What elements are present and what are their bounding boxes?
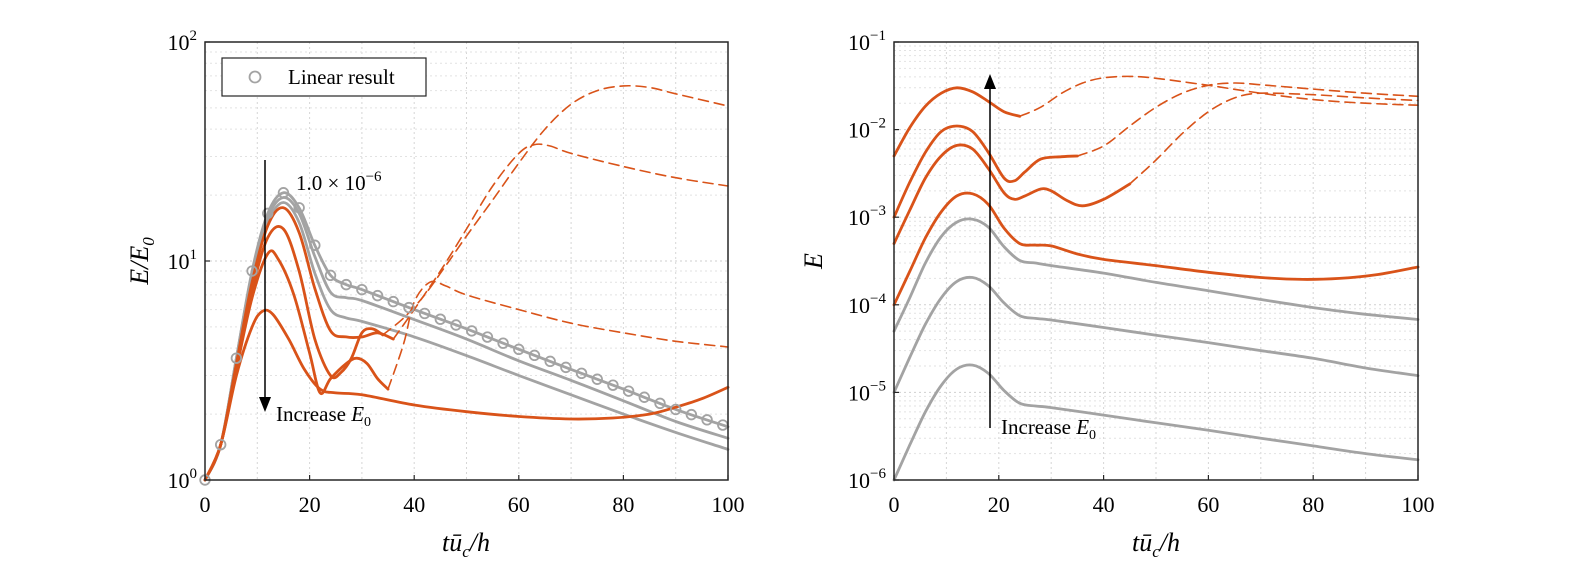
x-tick-label: 100 <box>1402 492 1435 517</box>
linear-result-marker <box>528 349 541 362</box>
x-tick-label: 20 <box>988 492 1010 517</box>
x-tick-label: 80 <box>1302 492 1324 517</box>
orange-dashed-series-line <box>1129 92 1419 185</box>
linear-result-marker <box>481 331 494 343</box>
linear-result-marker <box>262 207 274 220</box>
x-tick-label: 40 <box>403 492 425 517</box>
gray-solid-series-line <box>892 363 1420 482</box>
left-tick-labels: 0 20 40 60 80 100 100 101 102 <box>168 28 745 517</box>
linear-result-marker <box>356 283 368 296</box>
linear-result-marker <box>670 403 682 416</box>
linear-result-marker <box>340 278 352 291</box>
left-annotation-top: 1.0 × 10−6 <box>296 169 382 195</box>
right-x-axis-label: tūc/h <box>1132 528 1180 561</box>
orange-dashed-series-line <box>382 84 729 336</box>
linear-result-marker <box>560 361 572 374</box>
gray-solid-series-line <box>892 275 1420 394</box>
orange-solid-series-line <box>203 308 730 482</box>
linear-result-marker <box>450 319 462 331</box>
gray-solid-series-line <box>892 217 1420 333</box>
linear-result-marker <box>544 355 556 368</box>
left-grid <box>205 42 728 480</box>
linear-result-marker <box>214 438 227 451</box>
linear-result-marker <box>607 379 619 391</box>
right-annotation-arrow <box>984 74 996 428</box>
linear-result-marker <box>434 313 447 325</box>
legend-entry-label: Linear result <box>288 65 395 89</box>
right-annotation-increase: Increase E0 <box>1001 415 1096 443</box>
orange-dashed-series-line <box>392 143 729 340</box>
y-tick-label: 102 <box>168 28 198 55</box>
orange-solid-series-line <box>892 143 1132 245</box>
linear-result-marker <box>309 239 321 251</box>
linear-result-marker <box>246 265 258 277</box>
linear-result-marker <box>638 391 651 403</box>
x-tick-label: 60 <box>508 492 530 517</box>
left-x-axis-label: tūc/h <box>442 528 490 561</box>
orange-dashed-series-line <box>1019 75 1419 118</box>
y-tick-label: 10−5 <box>848 378 886 405</box>
linear-result-marker <box>403 301 415 314</box>
y-tick-label: 10−1 <box>848 28 886 55</box>
linear-result-marker <box>387 295 399 308</box>
x-tick-label: 0 <box>889 492 900 517</box>
y-tick-label: 10−2 <box>848 116 886 143</box>
right-axes-frame <box>893 41 1419 481</box>
y-tick-label: 10−4 <box>848 291 886 318</box>
left-annotation-arrow <box>259 160 271 412</box>
right-chart-panel: 0 20 40 60 80 100 10−6 10−5 10−4 10−3 10−2 10−1 Inc… <box>799 28 1435 561</box>
linear-result-marker <box>466 325 478 337</box>
x-tick-label: 100 <box>712 492 745 517</box>
linear-result-marker <box>371 289 384 302</box>
left-linear-result-markers <box>199 187 729 486</box>
left-y-axis-label: E/E0 <box>125 237 158 286</box>
linear-result-marker <box>575 367 588 380</box>
linear-result-marker <box>654 397 666 410</box>
y-tick-label: 10−3 <box>848 203 886 230</box>
x-tick-label: 80 <box>612 492 634 517</box>
linear-result-marker <box>622 385 635 397</box>
left-legend: Linear result <box>221 57 427 97</box>
linear-result-marker <box>324 269 337 282</box>
x-tick-label: 60 <box>1197 492 1219 517</box>
right-grid <box>894 42 1418 480</box>
linear-result-marker <box>418 307 431 320</box>
x-tick-label: 0 <box>200 492 211 517</box>
left-chart-panel: 0 20 40 60 80 100 100 101 102 Linear result 1.0 … <box>125 28 745 561</box>
orange-solid-series-line <box>203 249 390 482</box>
right-series-group <box>892 75 1420 482</box>
right-tick-labels: 0 20 40 60 80 100 10−6 10−5 10−4 10−3 10−2 10−1 <box>848 28 1434 517</box>
left-annotation-increase: Increase E0 <box>276 402 371 430</box>
orange-solid-series-line <box>892 86 1022 158</box>
right-y-axis-label: E <box>799 253 828 270</box>
linear-result-marker <box>293 202 305 214</box>
orange-solid-series-line <box>892 191 1420 307</box>
linear-result-marker <box>277 187 290 199</box>
y-tick-label: 10−6 <box>848 466 886 493</box>
y-tick-label: 101 <box>168 247 198 274</box>
linear-result-marker <box>497 337 509 349</box>
x-tick-label: 20 <box>299 492 321 517</box>
x-tick-label: 40 <box>1093 492 1115 517</box>
linear-result-marker <box>591 373 603 385</box>
legend-circle-marker <box>248 70 262 84</box>
linear-result-marker <box>513 343 525 356</box>
y-tick-label: 100 <box>168 466 198 493</box>
linear-result-marker <box>685 408 698 421</box>
orange-solid-series-line <box>892 124 1079 219</box>
linear-result-marker <box>230 352 243 364</box>
linear-result-marker <box>701 414 713 426</box>
